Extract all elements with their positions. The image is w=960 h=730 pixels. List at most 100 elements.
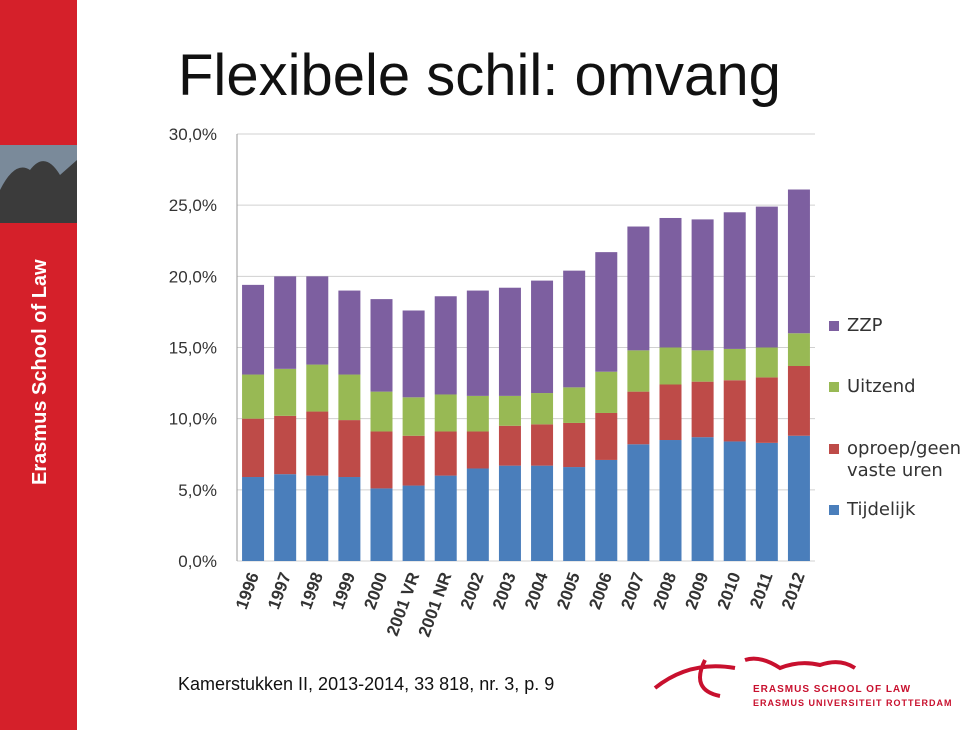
bar-segment (338, 290, 361, 375)
legend-swatch (829, 505, 839, 515)
bar-segment (466, 468, 489, 561)
legend-label: ZZP (847, 315, 883, 336)
bar-segment (306, 276, 329, 365)
bar-segment (627, 444, 650, 561)
bar-segment (466, 395, 489, 432)
bar-segment (787, 189, 810, 334)
bar-segment (627, 226, 650, 351)
bar-segment (595, 459, 618, 561)
x-tick-label: 1998 (296, 570, 327, 612)
bar-segment (755, 377, 778, 443)
bar-segment (370, 391, 393, 432)
bar-segment (531, 465, 554, 561)
bar-segment (434, 394, 457, 432)
photo-figure (0, 160, 77, 223)
sidebar-text: Erasmus School of Law (29, 259, 51, 485)
bar-segment (659, 384, 682, 441)
bar-segment (563, 422, 586, 468)
bar-segment (691, 437, 714, 561)
y-tick-label: 20,0% (169, 267, 217, 286)
bar-segment (338, 374, 361, 421)
x-tick-label: 2000 (360, 570, 391, 612)
x-tick-label: 2009 (682, 570, 713, 612)
bar-segment (242, 374, 265, 419)
bar-segment (242, 284, 265, 375)
bar-segment (627, 350, 650, 392)
bar-segment (466, 431, 489, 469)
x-tick-label: 2011 (746, 570, 776, 611)
x-tick-label: 2010 (714, 570, 745, 612)
bar-segment (787, 333, 810, 367)
bar-segment (531, 280, 554, 394)
legend-label: Tijdelijk (847, 499, 916, 520)
bar-segment (338, 477, 361, 561)
legend-label: Uitzend (847, 376, 916, 397)
x-tick-label: 2012 (778, 570, 809, 612)
bar-segment (402, 397, 425, 436)
bar-segment (595, 412, 618, 460)
x-tick-label: 1997 (264, 570, 295, 612)
y-tick-label: 5,0% (178, 481, 217, 500)
y-tick-label: 25,0% (169, 196, 217, 215)
legend-swatch (829, 321, 839, 331)
bar-segment (306, 475, 329, 561)
bar-segment (723, 348, 746, 381)
legend-label: oproep/geen vaste uren (847, 438, 960, 481)
bar-segment (659, 217, 682, 348)
logo-script (653, 656, 857, 698)
bar-segment (627, 391, 650, 445)
logo-line: ERASMUS UNIVERSITEIT ROTTERDAM (753, 698, 953, 708)
bar-segment (659, 440, 682, 561)
bar-segment (563, 387, 586, 423)
bar-segment (723, 380, 746, 442)
bar-segment (306, 364, 329, 412)
bar-segment (370, 488, 393, 561)
bar-segment (370, 431, 393, 489)
x-tick-label: 1996 (232, 570, 263, 612)
bar-segment (563, 467, 586, 561)
x-tick-label: 1999 (328, 570, 359, 612)
slide-title: Flexibele schil: omvang (178, 43, 781, 108)
bar-segment (434, 475, 457, 561)
bar-segment (563, 270, 586, 388)
bar-segment (306, 411, 329, 476)
bar-segment (755, 442, 778, 561)
bar-segment (274, 474, 297, 561)
bar-segment (434, 296, 457, 395)
x-tick-label: 2002 (457, 570, 488, 612)
x-tick-label: 2003 (489, 570, 520, 612)
bar-segment (691, 350, 714, 382)
x-tick-label: 2007 (617, 570, 648, 612)
bar-segment (274, 415, 297, 475)
x-tick-label: 2005 (553, 570, 584, 612)
y-tick-label: 15,0% (169, 339, 217, 358)
bar-segment (531, 393, 554, 425)
bar-segment (402, 485, 425, 561)
logo-line: ERASMUS SCHOOL OF LAW (753, 684, 911, 695)
bar-segment (691, 381, 714, 438)
bar-segment (498, 395, 521, 426)
bar-segment (370, 299, 393, 392)
bar-segment (755, 206, 778, 348)
bar-segment (659, 347, 682, 385)
bar-segment (498, 465, 521, 561)
bar-segment (338, 420, 361, 478)
legend-swatch (829, 444, 839, 454)
bar-segment (402, 310, 425, 398)
bar-segment (402, 435, 425, 486)
bar-segment (274, 368, 297, 416)
bar-segment (498, 425, 521, 466)
y-tick-label: 30,0% (169, 125, 217, 144)
bar-segment (787, 366, 810, 436)
bar-segment (242, 418, 265, 478)
x-tick-label: 2004 (521, 569, 552, 612)
bar-segment (595, 371, 618, 413)
legend-swatch (829, 382, 839, 392)
bar-segment (242, 477, 265, 561)
x-tick-label: 2008 (649, 570, 680, 612)
bar-segment (691, 219, 714, 351)
bar-segment (723, 212, 746, 349)
bar-segment (595, 252, 618, 372)
